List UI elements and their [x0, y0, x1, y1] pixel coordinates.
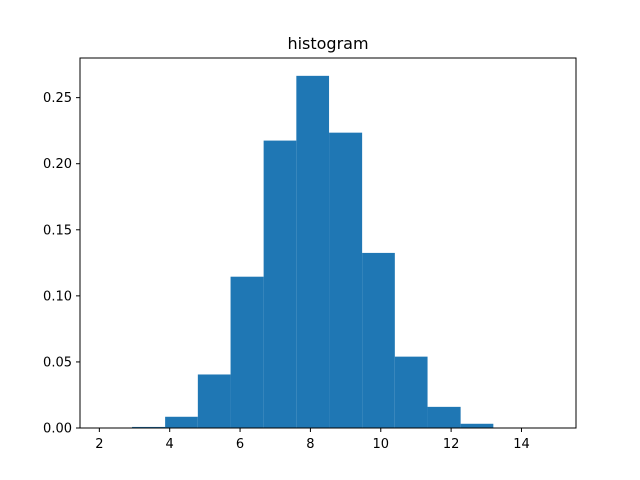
y-tick-label: 0.20	[43, 157, 72, 172]
histogram-bar-7	[329, 132, 363, 428]
chart-title: histogram	[287, 34, 368, 53]
y-tick-label: 0.05	[43, 355, 72, 370]
y-tick-label: 0.00	[43, 422, 72, 437]
x-axis: 2 4 6 8 10 12 14	[95, 428, 530, 452]
histogram-bar-10	[427, 406, 461, 428]
histogram-bar-6	[296, 75, 330, 428]
x-tick-label: 6	[236, 437, 244, 452]
axes-frame	[79, 57, 577, 429]
x-tick-label: 12	[443, 437, 460, 452]
histogram-bar-4	[230, 276, 264, 428]
histogram-bar-8	[362, 252, 395, 428]
x-tick-label: 2	[95, 437, 103, 452]
x-tick-label: 10	[372, 437, 389, 452]
histogram-bar-9	[394, 356, 428, 428]
histogram-bar-3	[197, 374, 231, 428]
x-tick-label: 14	[513, 437, 530, 452]
histogram-bar-1	[132, 426, 166, 428]
histogram-bar-2	[165, 416, 198, 428]
x-tick-label: 8	[306, 437, 314, 452]
y-axis: 0.00 0.05 0.10 0.15 0.20 0.25	[43, 91, 80, 437]
y-tick-label: 0.10	[43, 289, 72, 304]
x-tick-label: 4	[166, 437, 174, 452]
histogram-bar-11	[460, 423, 494, 428]
y-tick-label: 0.25	[43, 91, 72, 106]
bars-layer	[132, 75, 494, 428]
y-tick-label: 0.15	[43, 223, 72, 238]
histogram-bar-5	[263, 140, 297, 428]
